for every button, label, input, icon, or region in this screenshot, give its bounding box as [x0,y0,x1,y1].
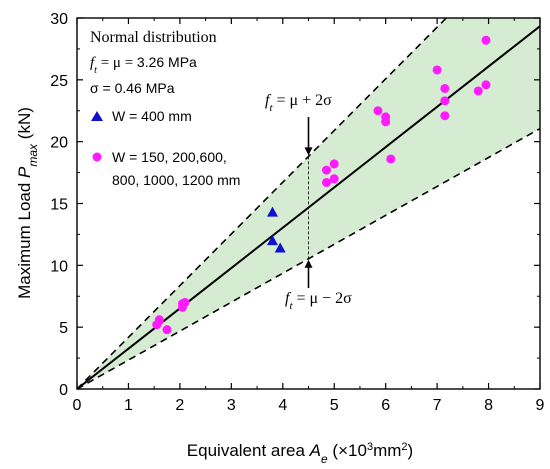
data-point-circle-9 [329,159,339,169]
plot-area: 0 1 2 3 4 5 6 7 8 9 0 5 10 15 20 25 30 [50,11,544,414]
legend-ft-value: 3.26 MPa [137,54,197,70]
x-tick-label-9: 9 [536,397,545,414]
x-label-prefix: Equivalent area [187,441,310,460]
x-tick-label-2: 2 [175,397,184,414]
upper-annotation: ft = μ + 2σ [265,92,332,114]
x-tick-label-4: 4 [278,397,287,414]
y-axis-label: Maximum Load Pmax (kN) [15,107,40,299]
y-tick-label-1: 5 [59,320,68,337]
x-label-unit-end: ) [408,441,414,460]
x-axis-label: Equivalent area Ae (×103mm2) [187,441,413,466]
x-tick-label-1: 1 [124,397,133,414]
data-point-circle-8 [322,177,332,187]
y-tick-label-0: 0 [59,382,68,399]
data-point-circle-20 [481,35,491,45]
data-point-circle-21 [481,80,491,90]
x-tick-label-3: 3 [227,397,236,414]
lower-annotation: ft = μ − 2σ [285,290,352,312]
y-tick-label-3: 15 [50,197,68,214]
legend-triangle-label: W = 400 mm [112,108,192,124]
x-tick-label-8: 8 [484,397,493,414]
data-point-triangle-0 [266,206,278,217]
upper-arrow-head [304,147,313,156]
legend-ft-symbol: f [90,55,96,71]
upper-ft-symbol: f [265,92,272,109]
data-point-circle-19 [473,86,483,96]
y-tick-label-6: 30 [50,11,68,28]
legend-ft-rest: = μ = [97,55,137,71]
data-point-circle-18 [440,111,450,121]
lower-arrow-head [304,259,313,268]
legend-triangle-marker [91,111,103,121]
lower-ft-rest: = μ − 2σ [293,290,353,307]
x-tick-label-5: 5 [330,397,339,414]
annotations: ft = μ + 2σ ft = μ − 2σ [265,92,352,312]
data-point-triangle-2 [274,242,286,253]
upper-ft-rest: = μ + 2σ [273,92,333,109]
legend-ft-sub: t [94,65,97,76]
x-label-unit-post: mm [373,441,401,460]
data-point-circle-2 [154,315,164,325]
data-point-circle-7 [322,165,332,175]
x-label-var: A [309,441,321,460]
legend-ft-line: ft = μ = 3.26 MPa [90,54,197,76]
legend-circle-label-2: 800, 1000, 1200 mm [112,172,240,188]
lower-ft-symbol: f [285,290,292,307]
x-tick-label-0: 0 [73,397,82,414]
upper-ft-sub: t [269,102,273,114]
data-point-circle-14 [386,154,396,164]
y-tick-label-2: 10 [50,258,68,275]
x-label-sub: e [321,452,328,466]
legend: Normal distribution ft = μ = 3.26 MPa σ … [90,29,240,188]
y-tick-label-4: 20 [50,135,68,152]
x-tick-label-7: 7 [433,397,442,414]
x-label-unit-pre: (×10 [328,441,367,460]
data-point-circle-16 [440,83,450,93]
data-point-circle-15 [432,65,442,75]
y-tick-label-5: 25 [50,73,68,90]
y-label-unit: (kN) [15,107,34,144]
y-label-sub: max [26,143,40,167]
lower-ft-sub: t [289,300,293,312]
data-point-circle-10 [329,174,339,184]
y-label-var: P [15,166,34,178]
legend-title: Normal distribution [90,29,217,46]
data-point-circle-13 [381,117,391,127]
x-label-unit-sup: 3 [367,441,373,453]
legend-sigma: σ = 0.46 MPa [90,80,175,96]
x-tick-label-6: 6 [381,397,390,414]
data-point-circle-6 [180,297,190,307]
data-point-triangle-1 [266,235,278,246]
data-point-circle-3 [162,325,172,335]
upper-bound-line [76,17,447,390]
x-label-unit-sup2: 2 [401,441,407,453]
legend-circle-label-1: W = 150, 200,600, [112,149,227,165]
data-point-circle-17 [440,96,450,106]
y-label-prefix: Maximum Load [15,178,34,299]
legend-circle-marker [92,152,102,162]
data-point-circle-11 [373,106,383,116]
